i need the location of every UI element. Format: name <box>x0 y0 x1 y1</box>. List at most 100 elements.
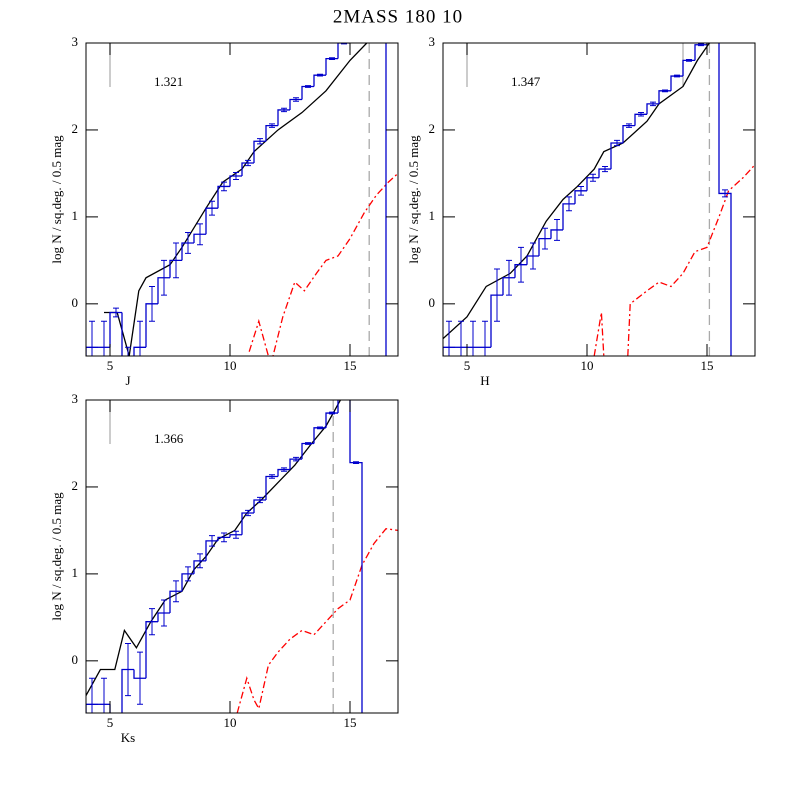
model-line <box>443 43 710 340</box>
histogram-step <box>325 412 338 428</box>
error-bar <box>149 608 155 636</box>
histogram-step <box>193 233 206 243</box>
error-bar <box>293 456 299 462</box>
x-tick-label: 10 <box>224 358 237 373</box>
x-tick-label: 10 <box>581 358 594 373</box>
histogram-step <box>277 468 290 477</box>
error-bar <box>89 677 95 713</box>
histogram-step <box>574 190 587 204</box>
histogram-step <box>337 400 339 414</box>
error-bar <box>341 43 347 45</box>
panel: 5 10 15 0 1 2 3 Ks log N / sq.deg. / 0.5 mag 1.36… <box>49 391 399 745</box>
histogram-step <box>217 185 230 209</box>
plot-frame <box>442 42 756 357</box>
plot-area <box>86 395 398 713</box>
histogram-step <box>229 534 242 538</box>
error-bar <box>674 74 680 78</box>
annotation: 1.347 <box>511 74 541 89</box>
contamination-line <box>236 527 398 713</box>
histogram-step <box>145 303 158 348</box>
error-bar <box>590 173 596 182</box>
histogram-step <box>133 346 146 356</box>
histogram-step <box>121 312 123 356</box>
x-axis-label: Ks <box>121 730 135 745</box>
histogram-step <box>313 74 326 87</box>
y-tick-label: 3 <box>72 34 79 49</box>
error-bar <box>482 320 488 356</box>
error-bar <box>125 642 131 697</box>
error-bar <box>353 29 359 31</box>
error-bar <box>530 242 536 270</box>
x-tick-label: 5 <box>107 715 114 730</box>
error-bar <box>317 426 323 430</box>
histogram-step <box>646 103 659 115</box>
x-tick-label: 10 <box>224 715 237 730</box>
error-bar <box>518 246 524 283</box>
error-bar <box>101 677 107 713</box>
y-tick-label: 2 <box>429 121 436 136</box>
y-tick-label: 0 <box>72 295 79 310</box>
histogram-step <box>514 264 527 278</box>
error-bar <box>698 43 704 47</box>
histogram-step <box>145 621 158 679</box>
histogram-step <box>205 540 218 561</box>
error-bar <box>149 285 155 322</box>
error-bar <box>209 535 215 547</box>
model-line <box>104 43 368 356</box>
error-bar <box>197 223 203 246</box>
error-bar <box>233 172 239 181</box>
error-bar <box>245 159 251 167</box>
error-bar <box>257 138 263 145</box>
histogram-step <box>193 560 206 574</box>
histogram-step <box>598 168 611 178</box>
histogram-step <box>526 255 539 265</box>
y-tick-label: 3 <box>429 34 436 49</box>
error-bar <box>161 259 167 296</box>
error-bar <box>245 509 251 517</box>
histogram-step <box>86 703 98 713</box>
histogram-step <box>133 669 146 679</box>
error-bar <box>446 320 452 356</box>
histogram-step <box>694 44 707 61</box>
histogram-step <box>562 203 575 230</box>
histogram-step <box>253 140 266 163</box>
y-tick-label: 0 <box>429 295 436 310</box>
histogram-step <box>241 512 254 535</box>
contamination-line <box>248 172 398 356</box>
error-bar <box>281 467 287 472</box>
x-axis-label: J <box>125 373 130 388</box>
error-bar <box>305 85 311 88</box>
y-tick-label: 3 <box>72 391 79 406</box>
error-bar <box>353 461 359 464</box>
histogram-step <box>265 475 278 500</box>
error-bar <box>341 395 347 397</box>
histogram-step <box>289 98 302 110</box>
histogram-step <box>682 59 695 77</box>
error-bar <box>221 181 227 192</box>
error-bar <box>305 442 311 445</box>
histogram-step <box>157 277 170 304</box>
error-bar <box>257 496 263 504</box>
error-bar <box>173 580 179 603</box>
error-bar <box>233 530 239 539</box>
error-bar <box>89 320 95 356</box>
histogram-step <box>350 30 362 43</box>
histogram-step <box>217 536 230 541</box>
histogram-step <box>205 207 218 235</box>
error-bar <box>137 320 143 356</box>
y-tick-label: 1 <box>72 565 79 580</box>
error-bar <box>470 320 476 356</box>
histogram-step <box>169 590 182 614</box>
error-bar <box>329 411 335 415</box>
error-bar <box>185 232 191 254</box>
error-bar <box>650 101 656 107</box>
x-tick-label: 15 <box>701 358 714 373</box>
error-bar <box>506 259 512 296</box>
error-bar <box>113 307 119 318</box>
histogram-step <box>229 175 242 187</box>
x-tick-label: 15 <box>344 358 357 373</box>
histogram-step <box>502 277 515 296</box>
